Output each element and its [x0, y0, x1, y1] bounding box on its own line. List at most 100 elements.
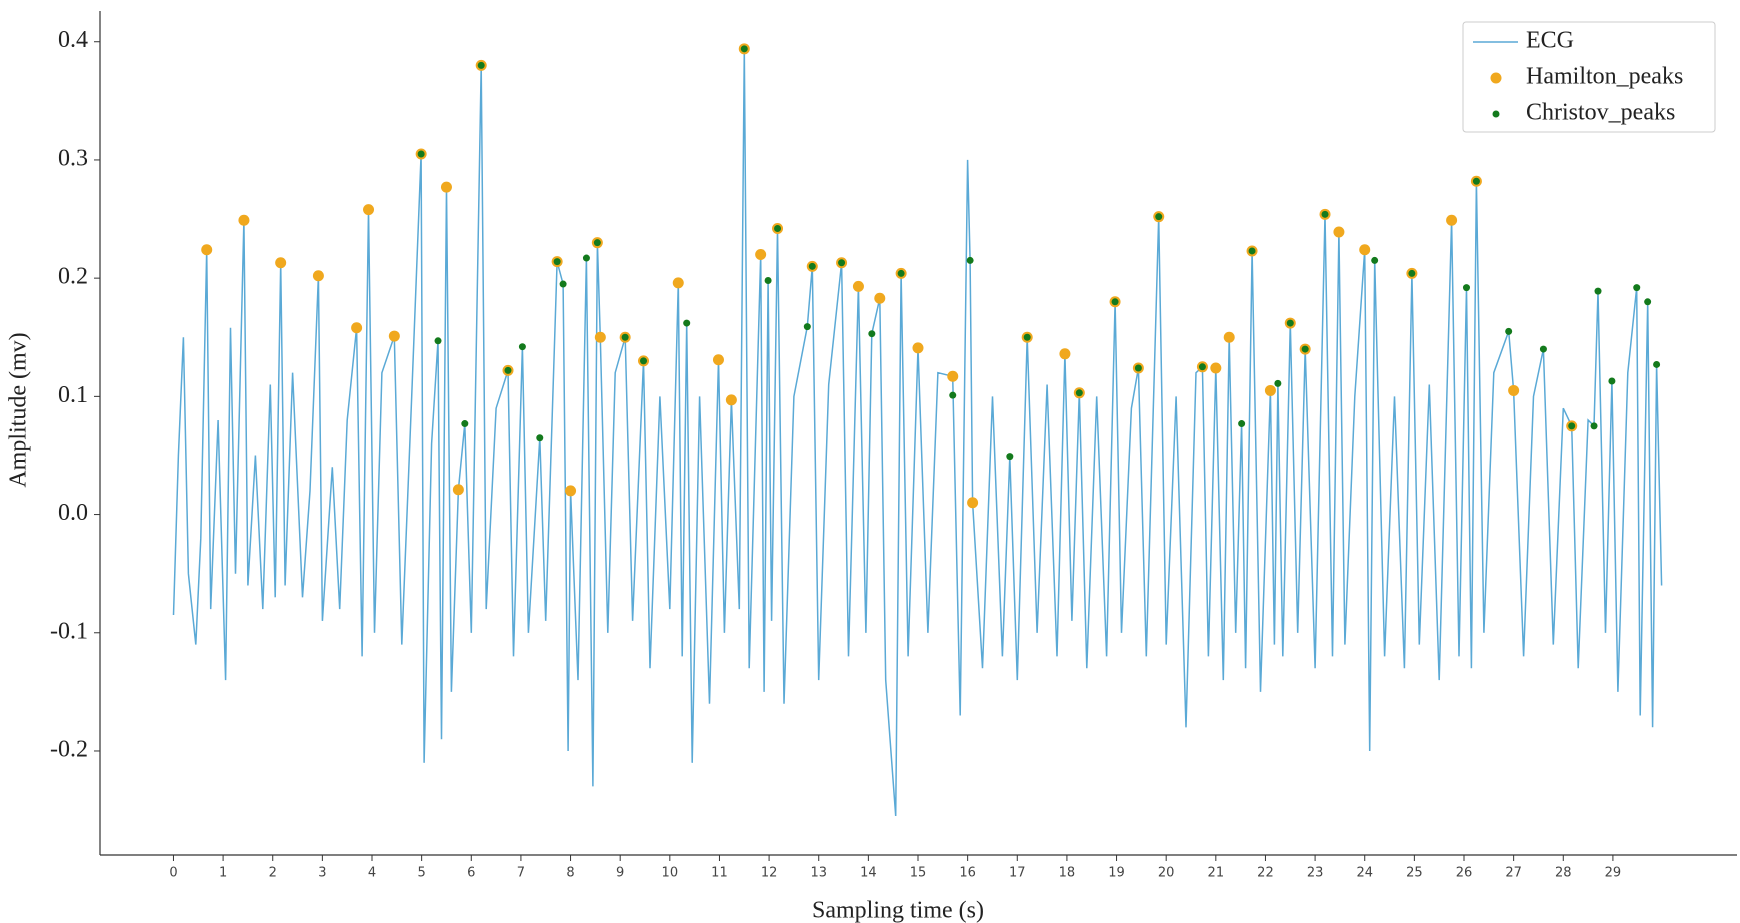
x-tick-label: 28 — [1555, 866, 1572, 881]
peak-marker — [868, 330, 876, 338]
peak-marker — [1568, 422, 1576, 430]
ecg-line — [172, 48, 1663, 817]
legend-box — [1462, 21, 1716, 133]
peak-marker — [774, 225, 782, 233]
peak-marker — [351, 322, 363, 334]
peak-marker — [1023, 333, 1031, 341]
peak-marker — [725, 394, 737, 406]
peak-marker — [1371, 256, 1379, 264]
peak-marker — [1594, 287, 1602, 295]
x-tick-label: 12 — [761, 866, 778, 881]
peak-marker — [1111, 298, 1119, 306]
legend-label: Hamilton_peaks — [1526, 64, 1683, 90]
peak-marker — [553, 258, 561, 266]
x-tick-label: 22 — [1257, 866, 1274, 881]
peak-marker — [461, 420, 469, 428]
peak-marker — [388, 330, 400, 342]
y-axis-label: Amplitude (mv) — [6, 332, 32, 487]
peak-marker — [1274, 379, 1282, 387]
peak-marker — [764, 277, 772, 285]
y-tick-label: 0.1 — [58, 382, 88, 408]
peak-marker — [1633, 284, 1641, 292]
peak-marker — [808, 262, 816, 270]
peak-marker — [621, 333, 629, 341]
x-tick-label: 8 — [566, 866, 574, 881]
legend-swatch — [1490, 72, 1502, 84]
peak-marker — [518, 343, 526, 351]
peak-marker — [1505, 327, 1513, 335]
x-tick-label: 3 — [318, 866, 326, 881]
peak-marker — [504, 366, 512, 374]
peak-marker — [477, 61, 485, 69]
peak-marker — [559, 280, 567, 288]
x-tick-label: 13 — [810, 866, 827, 881]
x-tick-label: 16 — [959, 866, 976, 881]
peak-marker — [803, 323, 811, 331]
x-tick-label: 18 — [1059, 866, 1076, 881]
peak-marker — [594, 331, 606, 343]
peak-marker — [874, 292, 886, 304]
peak-marker — [740, 45, 748, 53]
peak-marker — [755, 249, 767, 261]
peak-marker — [1006, 453, 1014, 461]
x-tick-label: 1 — [219, 866, 227, 881]
peak-marker — [712, 354, 724, 366]
peak-marker — [452, 484, 464, 496]
peak-marker — [1198, 363, 1206, 371]
x-tick-label: 17 — [1009, 866, 1026, 881]
y-tick-label: 0.3 — [58, 145, 88, 171]
x-tick-label: 11 — [711, 866, 728, 881]
peak-marker — [1590, 422, 1598, 430]
peak-marker — [672, 277, 684, 289]
peak-marker — [201, 244, 213, 256]
x-tick-label: 5 — [418, 866, 426, 881]
peak-marker — [1653, 360, 1661, 368]
peak-marker — [640, 357, 648, 365]
x-tick-label: 4 — [368, 866, 376, 881]
peak-marker — [967, 497, 979, 509]
peak-marker — [1075, 389, 1083, 397]
x-axis-label: Sampling time (s) — [812, 898, 984, 923]
peak-marker — [565, 485, 577, 497]
peak-marker — [683, 319, 691, 327]
peak-marker — [593, 239, 601, 247]
y-tick-label: 0.0 — [58, 500, 88, 526]
peak-marker — [1462, 284, 1470, 292]
peak-marker — [434, 337, 442, 345]
peak-marker — [1472, 177, 1480, 185]
peak-marker — [440, 181, 452, 193]
x-tick-label: 23 — [1307, 866, 1324, 881]
legend: ECG Hamilton_peaks Christov_peaks — [1462, 21, 1716, 133]
peak-marker — [536, 434, 544, 442]
x-tick-label: 6 — [467, 866, 475, 881]
peak-marker — [1508, 384, 1520, 396]
peak-marker — [1238, 420, 1246, 428]
legend-label: ECG — [1526, 28, 1574, 54]
x-tick-label: 26 — [1456, 866, 1473, 881]
y-tick-label: 0.4 — [58, 27, 88, 53]
peak-marker — [1210, 362, 1222, 374]
x-tick-label: 0 — [169, 866, 177, 881]
peak-marker — [1321, 210, 1329, 218]
x-tick-label: 24 — [1356, 866, 1373, 881]
x-tick-label: 21 — [1208, 866, 1225, 881]
peak-marker — [1539, 345, 1547, 353]
x-tick-label: 10 — [662, 866, 679, 881]
peak-marker — [582, 254, 590, 262]
peak-marker — [275, 257, 287, 269]
peak-marker — [1223, 331, 1235, 343]
x-tick-label: 15 — [910, 866, 927, 881]
peak-marker — [1446, 214, 1458, 226]
peak-marker — [912, 342, 924, 354]
peak-marker — [1608, 377, 1616, 385]
peak-marker — [1264, 384, 1276, 396]
peak-marker — [417, 150, 425, 158]
peak-marker — [852, 280, 864, 292]
peak-marker — [1301, 345, 1309, 353]
peak-marker — [1408, 269, 1416, 277]
x-tick-label: 19 — [1108, 866, 1125, 881]
x-tick-label: 29 — [1605, 866, 1622, 881]
x-tick-label: 14 — [860, 866, 877, 881]
x-tick-label: 25 — [1406, 866, 1423, 881]
